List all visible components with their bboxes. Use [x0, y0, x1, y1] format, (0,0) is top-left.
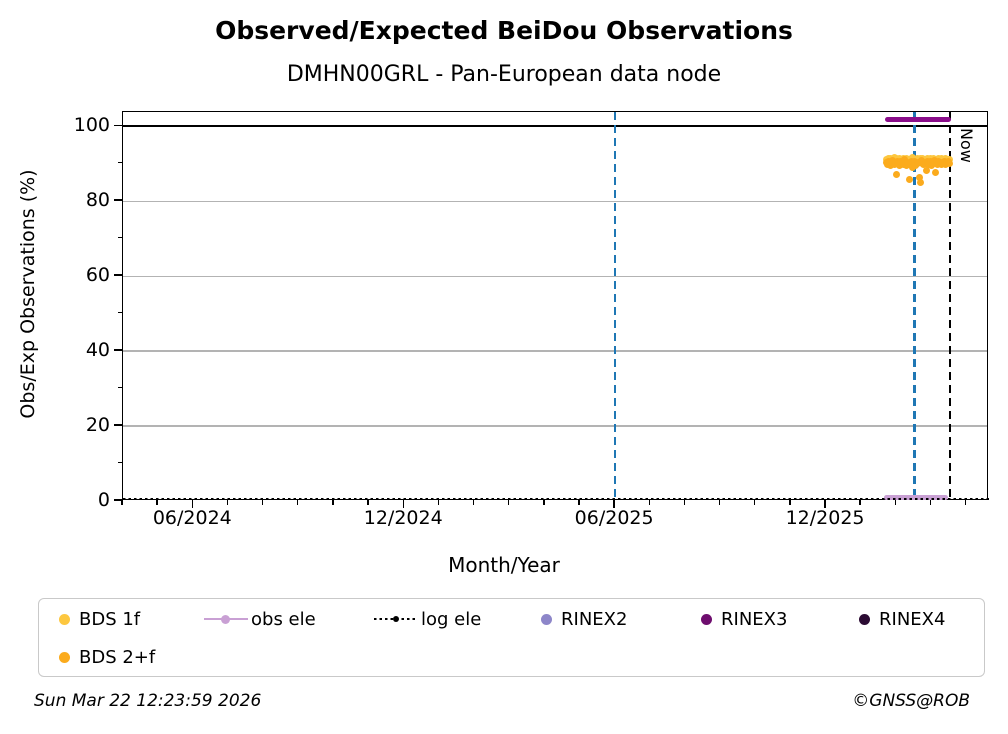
- vline-blue-feb2026: [913, 112, 916, 499]
- x-minor-tick: [648, 500, 650, 505]
- y-major-tick: [114, 124, 122, 126]
- gridline-y40: [123, 350, 987, 352]
- legend-label: RINEX2: [561, 608, 628, 630]
- legend-label: obs ele: [251, 608, 316, 630]
- y-tick-label: 0: [97, 489, 110, 511]
- y-tick-label: 100: [73, 114, 110, 137]
- y-tick-label: 80: [85, 189, 110, 212]
- reference-line-100: [123, 125, 987, 128]
- y-major-tick: [114, 424, 122, 426]
- legend-marker-dot: [541, 613, 552, 625]
- x-minor-tick: [437, 500, 440, 505]
- x-minor-tick: [367, 500, 369, 505]
- legend-marker-line-dot: [204, 613, 248, 625]
- legend-marker-dotted-dot: [374, 613, 418, 625]
- scatter-dot-bds-2-f: [931, 168, 939, 176]
- plot-area: Now: [122, 111, 989, 501]
- legend-marker-dot: [221, 614, 230, 624]
- x-minor-tick: [964, 500, 967, 505]
- x-tick-label: 06/2024: [152, 507, 232, 529]
- x-major-tick: [191, 500, 193, 508]
- legend-item-obs-ele: obs ele: [204, 606, 316, 632]
- legend-label: BDS 2+f: [79, 646, 156, 668]
- scatter-dot-bds-2-f: [892, 171, 900, 179]
- legend-marker-dot: [59, 651, 70, 663]
- x-minor-tick: [789, 500, 791, 505]
- x-minor-tick: [718, 500, 721, 505]
- x-major-tick: [824, 500, 826, 508]
- legend: BDS 1f BDS 2+f obs ele log ele RINEX2 RINEX3 R…: [38, 598, 985, 677]
- x-minor-tick: [578, 500, 580, 505]
- x-minor-tick: [121, 500, 123, 505]
- x-minor-tick: [543, 500, 545, 505]
- legend-marker-dot: [859, 613, 870, 625]
- x-minor-tick: [507, 500, 510, 505]
- legend-label: BDS 1f: [79, 608, 141, 630]
- scatter-dot-bds-2-f: [915, 173, 923, 181]
- legend-item-log-ele: log ele: [374, 606, 481, 632]
- legend-label: RINEX4: [879, 608, 946, 630]
- y-major-tick: [114, 349, 122, 351]
- rinex3-line: [885, 116, 952, 122]
- y-tick-label: 40: [85, 339, 110, 362]
- legend-label: log ele: [421, 608, 482, 630]
- obs-ele-line: [883, 495, 948, 501]
- vline-now: [948, 112, 952, 499]
- y-minor-tick: [117, 461, 122, 464]
- gridline-y80: [123, 200, 987, 202]
- y-minor-tick: [117, 236, 122, 239]
- legend-item-bds-1f: BDS 1f: [59, 606, 140, 632]
- y-major-tick: [114, 499, 122, 501]
- y-tick-label: 20: [85, 414, 110, 437]
- legend-item-rinex3: RINEX3: [701, 606, 787, 632]
- x-minor-tick: [929, 500, 932, 505]
- x-minor-tick: [754, 500, 756, 505]
- scatter-dot-bds-2-f: [922, 167, 930, 175]
- chart-subtitle: DMHN00GRL - Pan-European data node: [286, 62, 722, 87]
- legend-marker-dot: [701, 613, 712, 625]
- legend-item-bds-2-f: BDS 2+f: [59, 644, 155, 670]
- footer-timestamp: Sun Mar 22 12:23:59 2026: [34, 691, 262, 711]
- y-minor-tick: [117, 386, 122, 389]
- x-tick-label: 12/2024: [363, 507, 443, 529]
- y-minor-tick: [117, 162, 122, 164]
- x-tick-label: 06/2025: [574, 507, 654, 529]
- legend-item-rinex4: RINEX4: [859, 606, 945, 632]
- x-minor-tick: [261, 500, 264, 505]
- x-axis-label: Month/Year: [448, 553, 560, 577]
- legend-marker-dot: [59, 613, 70, 625]
- log-ele-line: [123, 497, 989, 501]
- x-minor-tick: [332, 500, 334, 505]
- now-label: Now: [956, 128, 976, 163]
- x-minor-tick: [472, 500, 475, 505]
- y-major-tick: [114, 199, 122, 201]
- scatter-dot-bds-2-f: [905, 175, 913, 183]
- y-major-tick: [114, 274, 122, 276]
- y-axis-label: Obs/Exp Observations (%): [17, 169, 39, 419]
- legend-marker-dot: [393, 616, 399, 622]
- x-minor-tick: [226, 500, 229, 505]
- x-tick-label: 12/2025: [785, 507, 865, 529]
- x-minor-tick: [156, 500, 158, 505]
- x-minor-tick: [859, 500, 861, 505]
- legend-label: RINEX3: [721, 608, 788, 630]
- scatter-dot-bds-2-f: [916, 178, 924, 186]
- x-major-tick: [613, 500, 615, 508]
- chart-title: Observed/Expected BeiDou Observations: [215, 16, 793, 45]
- x-minor-tick: [894, 500, 897, 505]
- vline-blue-jun2025: [613, 112, 617, 499]
- gridline-y20: [123, 425, 987, 427]
- legend-item-rinex2: RINEX2: [541, 606, 627, 632]
- y-minor-tick: [117, 311, 122, 314]
- x-minor-tick: [297, 500, 299, 505]
- x-minor-tick: [683, 500, 686, 505]
- footer-copyright: ©GNSS@ROB: [852, 691, 970, 711]
- gridline-y60: [123, 275, 987, 277]
- y-tick-label: 60: [85, 264, 110, 287]
- x-major-tick: [402, 500, 404, 508]
- scatter-dot-bds-2-f: [945, 160, 953, 168]
